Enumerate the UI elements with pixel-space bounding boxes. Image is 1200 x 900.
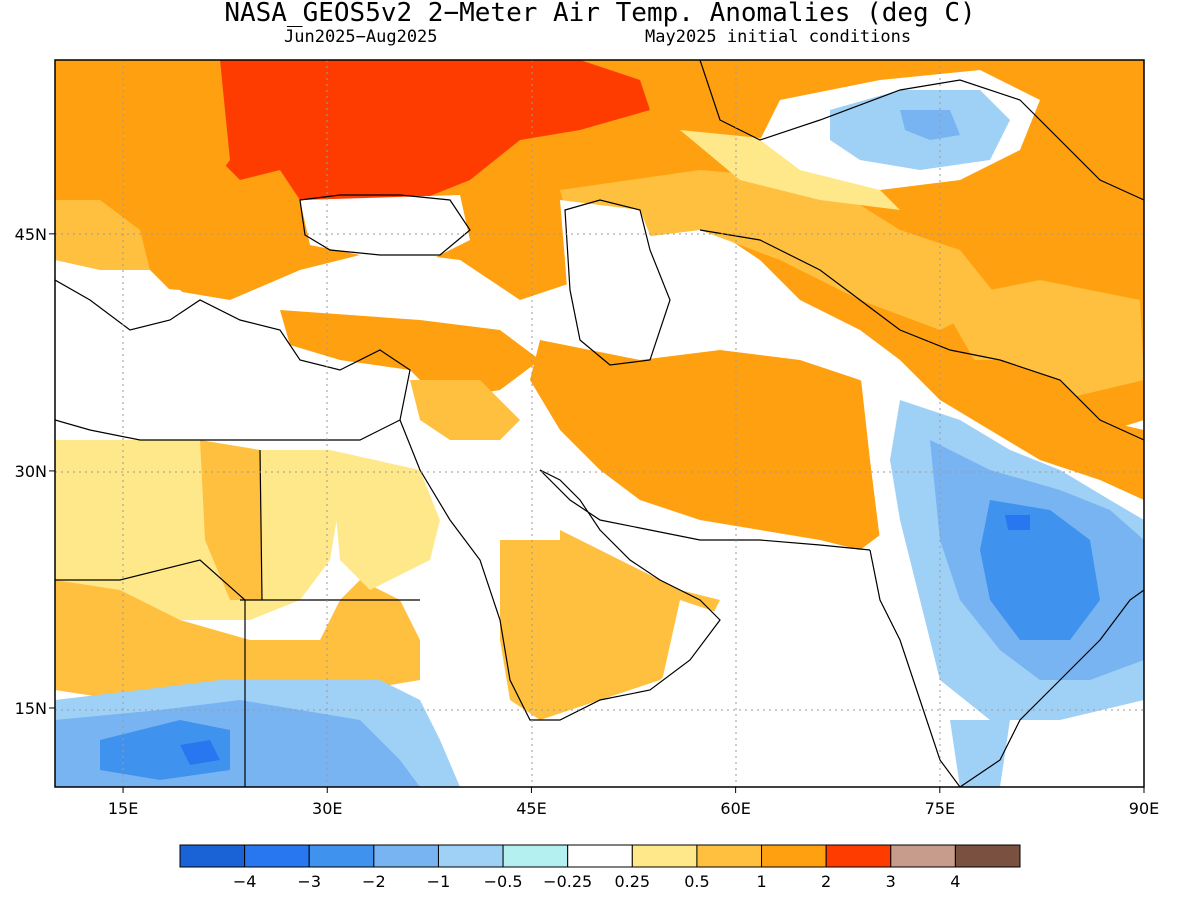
colorbar-swatch — [696, 844, 763, 868]
map-title: NASA_GEOS5v2 2−Meter Air Temp. Anomalies… — [224, 0, 976, 28]
colorbar: −4 −3 −2 −1 −0.5 −0.25 0.25 0.5 1 2 3 4 — [179, 844, 1021, 891]
region-sahara-mild — [55, 440, 340, 620]
initial-conditions: May2025 initial conditions — [645, 27, 912, 47]
colorbar-swatch — [954, 844, 1021, 868]
x-tick-label: 30E — [312, 799, 342, 818]
colorbar-label: 0.5 — [684, 872, 709, 891]
colorbar-label: −3 — [297, 872, 321, 891]
colorbar-swatch — [244, 844, 310, 868]
x-axis-ticks: 15E 30E 45E 60E 75E 90E — [108, 787, 1159, 818]
y-tick-label: 30N — [15, 462, 47, 481]
colorbar-swatch — [631, 844, 698, 868]
x-tick-label: 45E — [516, 799, 546, 818]
colorbar-swatch — [890, 844, 956, 868]
anomaly-field — [55, 60, 1144, 787]
colorbar-swatch — [825, 844, 892, 868]
grid-lines — [55, 60, 1144, 787]
forecast-period: Jun2025−Aug2025 — [284, 27, 438, 47]
y-tick-label: 15N — [15, 699, 47, 718]
colorbar-swatch — [437, 844, 504, 868]
colorbar-label: −0.25 — [543, 872, 592, 891]
colorbar-swatch — [179, 844, 246, 868]
region-iran-warm — [530, 340, 930, 550]
x-tick-label: 60E — [720, 799, 750, 818]
colorbar-label: 2 — [821, 872, 831, 891]
x-tick-label: 90E — [1129, 799, 1159, 818]
colorbar-label: 3 — [886, 872, 896, 891]
x-tick-label: 75E — [925, 799, 955, 818]
colorbar-swatch — [761, 844, 827, 868]
colorbar-swatch — [308, 844, 375, 868]
x-tick-label: 15E — [108, 799, 138, 818]
colorbar-label: 0.25 — [614, 872, 650, 891]
colorbar-label: −1 — [427, 872, 451, 891]
colorbar-swatch — [373, 844, 439, 868]
colorbar-label: −4 — [233, 872, 257, 891]
y-axis-ticks: 15N 30N 45N — [15, 225, 55, 718]
map-frame — [54, 59, 1145, 788]
colorbar-label: −0.5 — [484, 872, 523, 891]
colorbar-swatch — [502, 844, 569, 868]
coastlines — [55, 60, 1144, 787]
colorbar-label: −2 — [362, 872, 386, 891]
colorbar-label: 4 — [950, 872, 960, 891]
region-eastern-europe-hot — [175, 60, 650, 210]
colorbar-label: 1 — [756, 872, 766, 891]
y-tick-label: 45N — [15, 225, 47, 244]
colorbar-swatch — [567, 844, 633, 868]
